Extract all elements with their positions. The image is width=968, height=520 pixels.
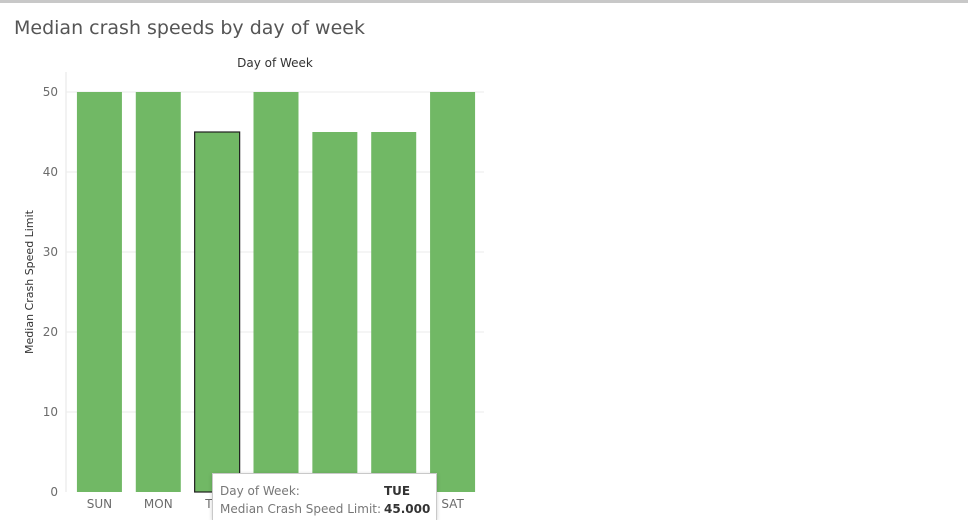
tooltip-speed-value: 45.000 <box>384 502 431 516</box>
y-tick-label: 30 <box>43 245 58 259</box>
tooltip-speed-label: Median Crash Speed Limit: <box>220 502 382 516</box>
bar-wed <box>253 92 299 492</box>
bar-fri <box>371 132 417 492</box>
x-tick-label: SUN <box>87 497 112 511</box>
y-tick-label: 20 <box>43 325 58 339</box>
tooltip-day-value: TUE <box>384 484 411 498</box>
tooltip-row-speed: Median Crash Speed Limit: 45.000 <box>220 502 430 516</box>
bar-thu <box>312 132 358 492</box>
y-tick-label: 40 <box>43 165 58 179</box>
bar-mon <box>135 92 181 492</box>
bar-sun <box>76 92 122 492</box>
x-tick-label: SAT <box>441 497 464 511</box>
y-tick-label: 0 <box>50 485 58 499</box>
y-tick-label: 50 <box>43 85 58 99</box>
tooltip-day-label: Day of Week: <box>220 484 300 498</box>
chart-tooltip: Day of Week: TUE Median Crash Speed Limi… <box>212 473 437 520</box>
y-axis-title: Median Crash Speed Limit <box>23 209 36 354</box>
x-tick-label: MON <box>144 497 173 511</box>
bar-sat <box>430 92 476 492</box>
chart-title: Median crash speeds by day of week <box>14 17 365 39</box>
bar-tue <box>194 131 241 493</box>
x-axis-header: Day of Week <box>237 56 313 70</box>
tooltip-row-day: Day of Week: TUE <box>220 484 410 498</box>
top-border <box>0 0 968 3</box>
y-tick-label: 10 <box>43 405 58 419</box>
